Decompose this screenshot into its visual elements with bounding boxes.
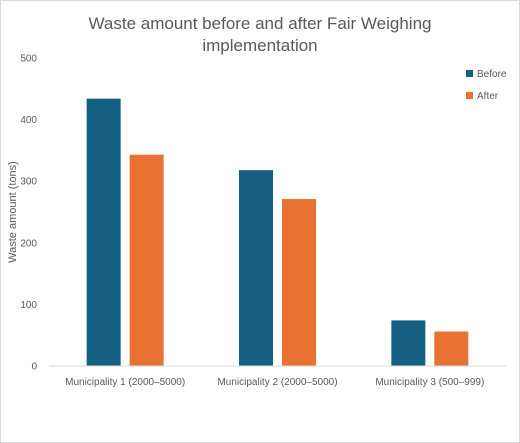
bar-after: [129, 154, 164, 366]
y-tick-label: 0: [31, 362, 37, 373]
y-tick-label: 100: [20, 300, 37, 311]
legend-swatch-before: [466, 70, 473, 77]
y-tick-label: 400: [20, 115, 37, 126]
y-tick-label: 200: [20, 238, 37, 249]
legend-swatch-after: [466, 92, 473, 99]
bar-after: [434, 331, 469, 366]
x-category-label: Municipality 1 (2000–5000): [65, 377, 185, 388]
bars-group: [86, 98, 469, 366]
x-category-label: Municipality 2 (2000–5000): [217, 377, 337, 388]
x-axis-labels: Municipality 1 (2000–5000) Municipality 2…: [65, 377, 484, 388]
legend-label-after: After: [477, 91, 499, 102]
x-category-label: Municipality 3 (500–999): [375, 377, 484, 388]
y-axis-ticks: 0 100 200 300 400 500: [20, 54, 37, 373]
legend-label-before: Before: [477, 69, 507, 80]
bar-after: [282, 199, 316, 366]
bar-before: [239, 170, 273, 366]
legend: Before After: [466, 69, 507, 102]
bar-before: [86, 98, 121, 366]
y-tick-label: 300: [20, 177, 37, 188]
bar-before: [391, 320, 426, 366]
y-tick-label: 500: [20, 54, 37, 65]
y-axis-title: Waste amount (tons): [7, 161, 19, 263]
chart-title-line-2: implementation: [202, 36, 317, 55]
chart-title-line-1: Waste amount before and after Fair Weigh…: [88, 14, 431, 33]
